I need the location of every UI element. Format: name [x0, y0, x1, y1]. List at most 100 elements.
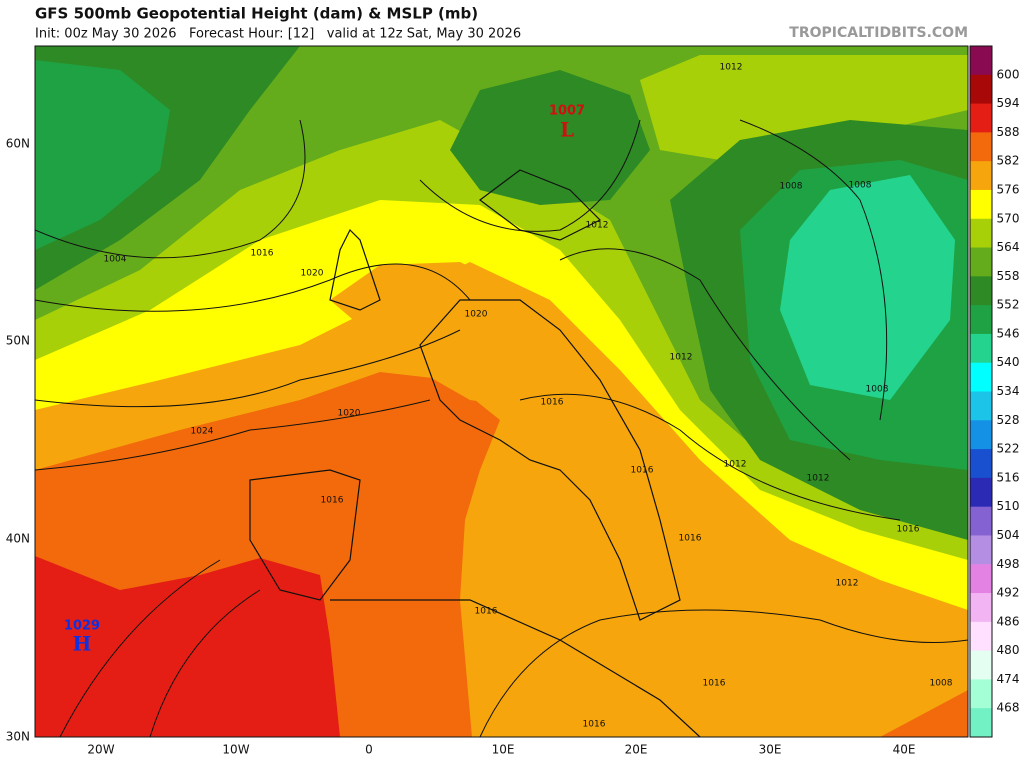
- colorbar-label: 486: [997, 614, 1020, 628]
- colorbar-label: 480: [997, 643, 1020, 657]
- colorbar-label: 546: [997, 326, 1020, 340]
- isobar-label: 1016: [251, 249, 274, 259]
- colorbar-segment: [970, 391, 992, 421]
- high-value: 1029: [64, 619, 100, 634]
- lat-label: 30N: [6, 730, 30, 744]
- isobar-label: 1016: [679, 534, 702, 544]
- isobar-label: 1008: [849, 181, 872, 191]
- colorbar-label: 600: [997, 67, 1020, 81]
- colorbar-segment: [970, 103, 992, 133]
- colorbar-label: 492: [997, 586, 1020, 600]
- low-value: 1007: [549, 104, 585, 119]
- colorbar-segment: [970, 362, 992, 392]
- colorbar-segment: [970, 506, 992, 536]
- title: GFS 500mb Geopotential Height (dam) & MS…: [35, 5, 478, 23]
- fill-564: [640, 55, 968, 160]
- isobar-label: 1012: [836, 579, 859, 589]
- isobar-label: 1016: [631, 466, 654, 476]
- lon-label: 0: [365, 743, 373, 757]
- colorbar-segment: [970, 161, 992, 191]
- fill-546: [35, 60, 170, 250]
- isobar-label: 1020: [301, 269, 324, 279]
- fill-552: [450, 70, 650, 205]
- colorbar-label: 540: [997, 355, 1020, 369]
- colorbar-label: 588: [997, 125, 1020, 139]
- isobar-label: 1012: [586, 221, 609, 231]
- map: 1004 1016 1020 1020 1024 1020 1016 1016 …: [35, 46, 968, 737]
- fill-582: [880, 690, 968, 737]
- subtitle: Init: 00z May 30 2026 Forecast Hour: [12…: [35, 27, 521, 42]
- isobar-label: 1020: [338, 409, 361, 419]
- isobar-label: 1016: [321, 496, 344, 506]
- colorbar-segment: [970, 247, 992, 277]
- lat-label: 60N: [6, 137, 30, 151]
- colorbar-label: 522: [997, 442, 1020, 456]
- isobar-label: 1008: [780, 182, 803, 192]
- colorbar-label: 558: [997, 269, 1020, 283]
- isobar-label: 1024: [191, 427, 214, 437]
- isobar-label: 1004: [104, 255, 127, 265]
- colorbar-segment: [970, 46, 992, 76]
- colorbar-segment: [970, 218, 992, 249]
- colorbar-label: 564: [997, 240, 1020, 254]
- lon-label: 20E: [625, 743, 648, 757]
- colorbar-segment: [970, 535, 992, 565]
- colorbar-segment: [970, 305, 992, 335]
- isobar: [35, 119, 968, 737]
- isobar-label: 1016: [583, 720, 606, 730]
- lon-label: 10W: [222, 743, 249, 757]
- colorbar-segment: [970, 189, 992, 220]
- colorbar-segment: [970, 74, 992, 105]
- isobar-label: 1016: [703, 679, 726, 689]
- high-symbol: H: [73, 632, 92, 656]
- colorbar-label: 516: [997, 470, 1020, 484]
- colorbar-label: 594: [997, 96, 1020, 110]
- lat-label: 40N: [6, 532, 30, 546]
- lon-label: 40E: [893, 743, 916, 757]
- colorbar-segment: [970, 333, 992, 364]
- colorbar-label: 570: [997, 211, 1020, 225]
- colorbar-segment: [970, 564, 992, 594]
- isobar-label: 1012: [724, 460, 747, 470]
- lon-label: 10E: [492, 743, 515, 757]
- colorbar-segment: [970, 621, 992, 652]
- colorbar-segment: [970, 449, 992, 479]
- colorbar-label: 576: [997, 182, 1020, 196]
- colorbar-label: 582: [997, 154, 1020, 168]
- colorbar-segment: [970, 132, 992, 162]
- colorbar-segment: [970, 679, 992, 709]
- colorbar-segment: [970, 420, 992, 450]
- fill-540: [780, 175, 955, 400]
- coastline: [249, 169, 701, 737]
- colorbar-label: 528: [997, 413, 1020, 427]
- brand: TROPICALTIDBITS.COM: [789, 25, 968, 41]
- colorbar-label: 504: [997, 528, 1020, 542]
- isobar-label: 1008: [930, 679, 953, 689]
- colorbar-label: 510: [997, 499, 1020, 513]
- low-symbol: L: [560, 118, 574, 142]
- lon-label: 30E: [759, 743, 782, 757]
- fill-576: [330, 262, 590, 410]
- isobar-label: 1016: [475, 607, 498, 617]
- lat-label: 50N: [6, 334, 30, 348]
- isobar-label: 1012: [807, 474, 830, 484]
- colorbar-label: 468: [997, 701, 1020, 715]
- colorbar-frame: [969, 45, 993, 738]
- fill-588: [35, 556, 340, 737]
- colorbar-segment: [970, 593, 992, 623]
- isobar-label: 1016: [541, 398, 564, 408]
- colorbar-label: 534: [997, 384, 1020, 398]
- colorbar-label: 552: [997, 298, 1020, 312]
- colorbar-label: 498: [997, 557, 1020, 571]
- lon-label: 20W: [87, 743, 114, 757]
- isobar-label: 1012: [720, 63, 743, 73]
- colorbar-label: 474: [997, 672, 1020, 686]
- isobar-label: 1012: [670, 353, 693, 363]
- colorbar-segment: [970, 650, 992, 680]
- isobar-label: 1016: [897, 525, 920, 535]
- colorbar-segment: [970, 477, 992, 508]
- colorbar-segment: [970, 276, 992, 306]
- map-frame: [34, 45, 969, 738]
- colorbar-segment: [970, 708, 992, 738]
- isobar-label: 1020: [465, 310, 488, 320]
